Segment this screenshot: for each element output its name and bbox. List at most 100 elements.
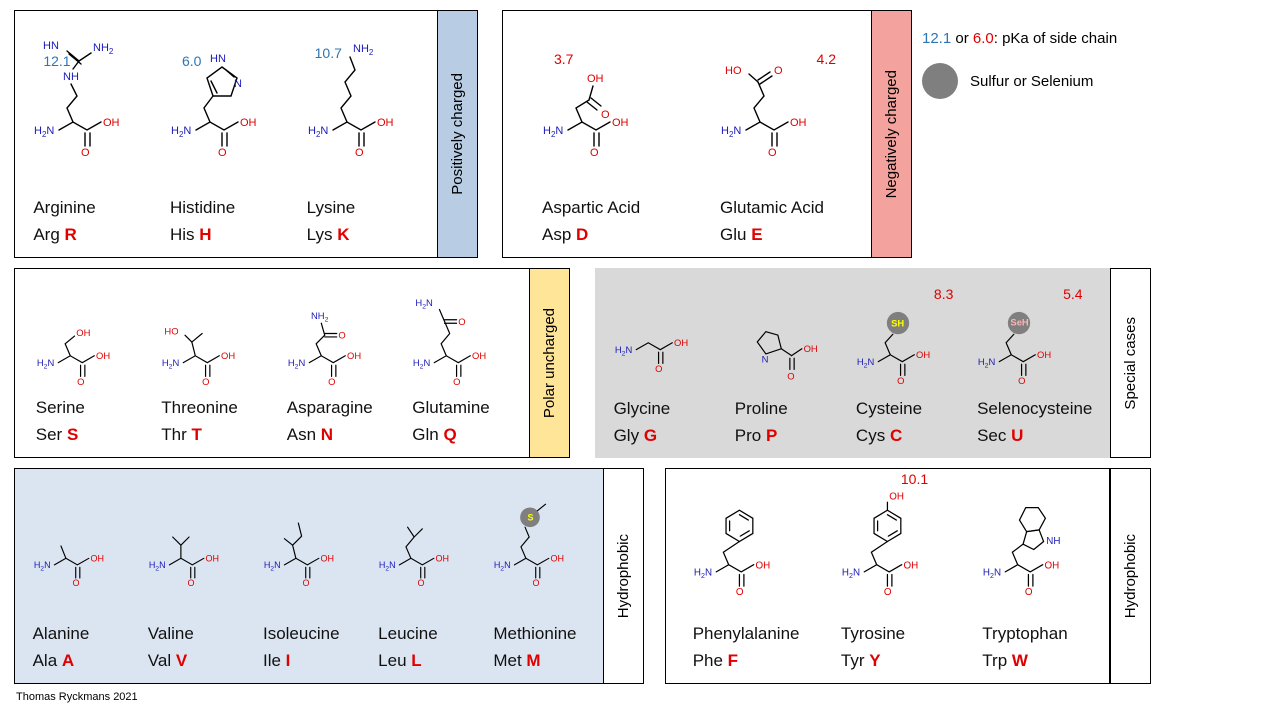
svg-text:H2N: H2N [494, 560, 511, 572]
amino-acid-abbr: Met M [493, 651, 576, 671]
asparagine-structure: H2N OHO O NH2 [288, 310, 361, 386]
amino-acid-card-selenocysteine: 5.4 H2N OH O SeH Selenocysteine Sec U [977, 272, 1092, 454]
svg-text:O: O [768, 147, 777, 157]
svg-text:OH: OH [76, 327, 90, 338]
svg-text:H2N: H2N [149, 560, 166, 572]
abbr-letter: T [191, 425, 202, 444]
amino-acid-labels: Methionine Met M [493, 624, 576, 679]
svg-text:O: O [72, 578, 79, 587]
amino-acid-name: Alanine [32, 624, 90, 643]
amino-acid-labels: Leucine Leu L [378, 624, 438, 679]
svg-text:HO: HO [165, 325, 179, 336]
svg-text:O: O [302, 578, 309, 587]
amino-acid-abbr: Thr T [161, 425, 238, 445]
amino-acid-card-methionine: H2N OH O S Methionine Met M [493, 473, 585, 679]
svg-text:OH: OH [551, 554, 565, 564]
svg-text:H2N: H2N [264, 560, 281, 572]
proline-structure: N O OH [756, 330, 818, 382]
svg-text:O: O [77, 376, 84, 386]
svg-text:O: O [590, 147, 599, 157]
svg-text:H2N: H2N [857, 356, 875, 370]
amino-acid-card-threonine: H2N OH O HO Threonine Thr T [161, 273, 257, 453]
svg-text:OH: OH [96, 350, 110, 361]
amino-acid-card-glycine: H2N OH O Glycine Gly G [614, 272, 710, 454]
sidebar-negatively-charged: Negatively charged [871, 10, 912, 258]
sidebar-label: Polar uncharged [541, 307, 558, 419]
svg-text:NH2: NH2 [93, 42, 114, 56]
abbr-letter: H [199, 225, 212, 244]
amino-acid-abbr: Lys K [307, 225, 356, 245]
svg-text:OH: OH [436, 554, 450, 564]
abbr-code: Sec [977, 426, 1007, 445]
svg-text:OH: OH [612, 117, 629, 129]
amino-acid-labels: Threonine Thr T [161, 398, 238, 453]
amino-acid-labels: Glutamic Acid Glu E [720, 198, 824, 253]
svg-text:NH: NH [63, 71, 79, 83]
abbr-code: Met [493, 651, 522, 670]
legend-pka-line: 12.1 or 6.0: pKa of side chain [922, 30, 1272, 47]
abbr-code: Val [147, 651, 172, 670]
amino-acid-abbr: Gln Q [412, 425, 489, 445]
amino-acid-labels: Serine Ser S [36, 398, 85, 453]
svg-text:H2N: H2N [983, 567, 1001, 580]
svg-text:H2N: H2N [308, 125, 328, 139]
amino-acid-name: Cysteine [855, 399, 923, 418]
abbr-code: Pro [734, 426, 762, 445]
amino-acid-labels: Tyrosine Tyr Y [841, 624, 905, 679]
svg-text:O: O [533, 578, 540, 587]
svg-text:OH: OH [889, 492, 904, 503]
amino-acid-labels: Valine Val V [148, 624, 194, 679]
leucine-structure: H2N OH O [379, 526, 450, 587]
amino-acid-abbr: Trp W [982, 651, 1067, 671]
pka-value: 10.7 [314, 45, 342, 61]
svg-text:H2N: H2N [34, 560, 51, 572]
abbr-letter: U [1011, 426, 1024, 445]
abbr-letter: W [1011, 651, 1028, 670]
svg-text:SH: SH [891, 318, 904, 329]
svg-text:O: O [187, 578, 194, 587]
amino-acid-name: Phenylalanine [692, 624, 800, 643]
amino-acid-labels: Aspartic Acid Asp D [542, 198, 640, 253]
panel-hydrophobic-aromatic: H2N OH O Phenylalanine Phe F 10.1 H2N OH O [665, 468, 1110, 684]
legend-pka-red: 6.0 [972, 30, 994, 47]
amino-acid-name: Glycine [613, 399, 671, 418]
amino-acid-labels: Alanine Ala A [33, 624, 90, 679]
panel-polar-uncharged: H2N OH O OH Serine Ser S H2N OH O HO Thr [14, 268, 530, 458]
abbr-letter: F [727, 651, 739, 670]
svg-text:O: O [1025, 587, 1033, 596]
svg-text:S: S [528, 513, 534, 523]
svg-text:NH: NH [1047, 536, 1061, 547]
abbr-letter: A [61, 651, 75, 670]
svg-text:HN: HN [43, 40, 59, 52]
amino-acid-name: Tryptophan [982, 624, 1068, 643]
lysine-structure: H2N OH O NH2 [308, 43, 394, 157]
amino-acid-abbr: Leu L [378, 651, 438, 671]
svg-text:H2N: H2N [416, 297, 434, 311]
amino-acid-name: Tyrosine [840, 624, 906, 643]
svg-text:O: O [328, 376, 335, 386]
svg-text:OH: OH [803, 343, 817, 354]
abbr-code: Thr [161, 425, 187, 444]
sidebar-positively-charged: Positively charged [437, 10, 478, 258]
svg-text:H2N: H2N [614, 344, 632, 358]
amino-acid-name: Proline [734, 399, 788, 418]
abbr-code: Ala [32, 651, 58, 670]
pka-value: 3.7 [554, 51, 574, 67]
svg-text:O: O [81, 147, 90, 157]
legend: 12.1 or 6.0: pKa of side chain Sulfur or… [922, 30, 1272, 99]
sidebar-label: Hydrophobic [1122, 533, 1139, 619]
legend-sulfur-caption: Sulfur or Selenium [970, 72, 1094, 90]
svg-text:N: N [234, 78, 242, 90]
amino-acid-labels: Proline Pro P [735, 399, 788, 454]
sidebar-label: Hydrophobic [615, 533, 632, 619]
abbr-letter: M [526, 651, 541, 670]
svg-text:SeH: SeH [1011, 317, 1030, 328]
sidebar-label: Positively charged [449, 73, 466, 195]
amino-acid-name: Isoleucine [262, 624, 340, 643]
legend-pka-caption: : pKa of side chain [993, 30, 1118, 47]
amino-acid-abbr: Asn N [287, 425, 373, 445]
amino-acid-abbr: Gly G [614, 426, 671, 446]
amino-acid-labels: Arginine Arg R [33, 198, 95, 253]
svg-text:O: O [655, 363, 662, 374]
